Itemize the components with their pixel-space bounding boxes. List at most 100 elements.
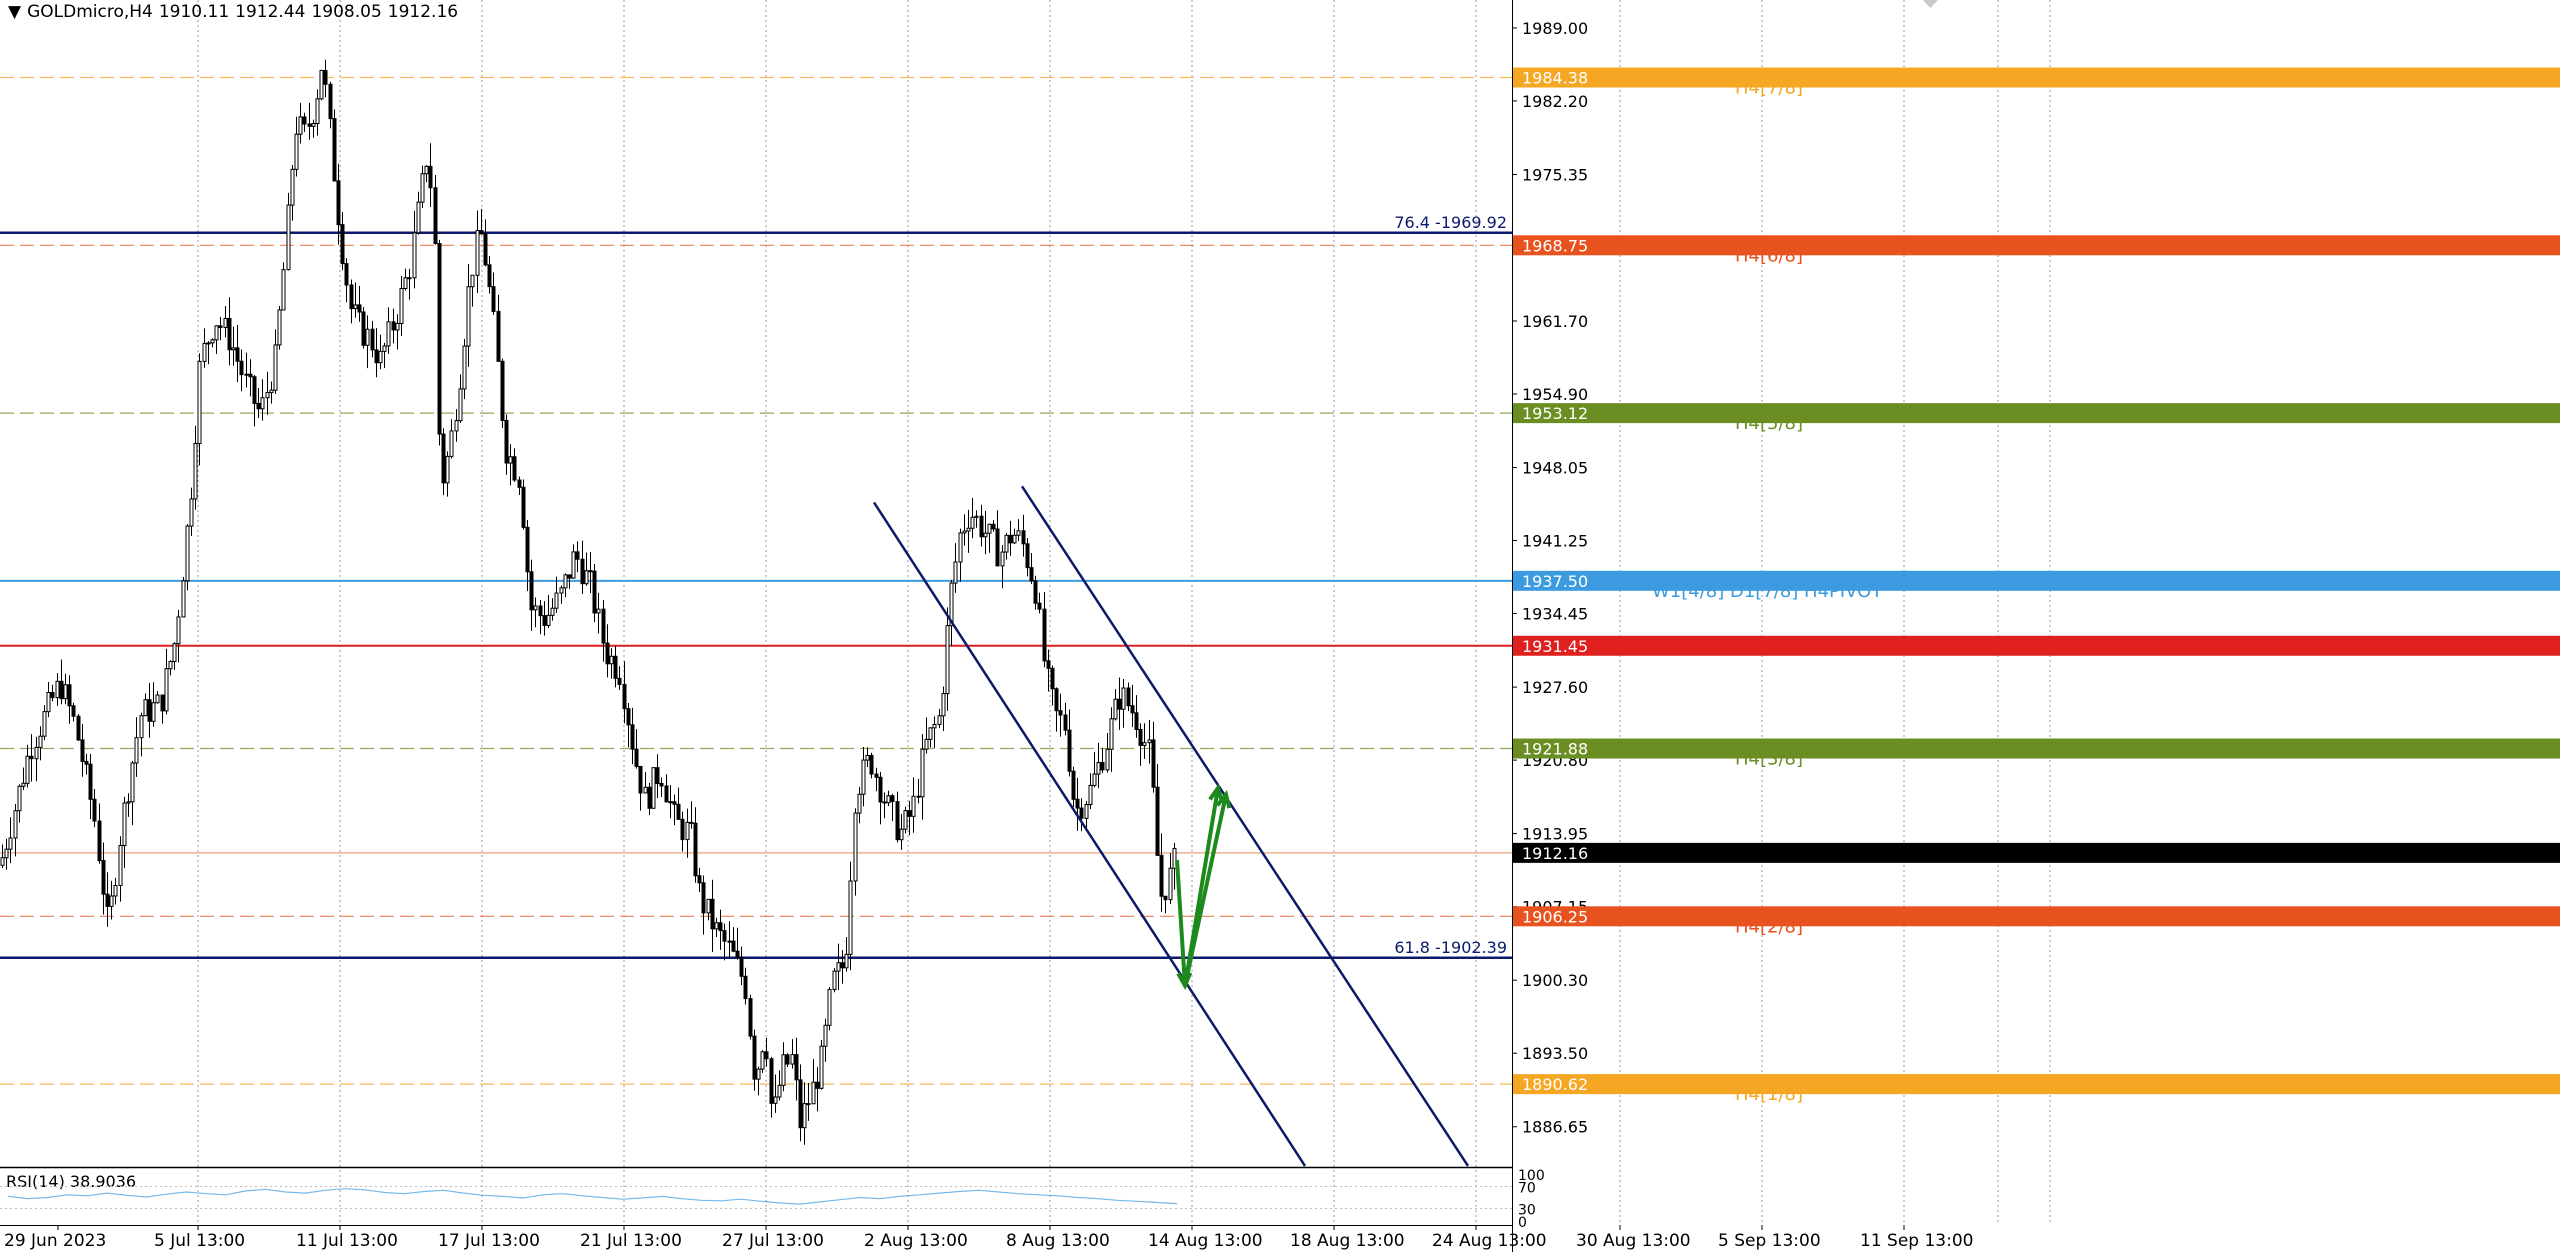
candle-body — [987, 523, 992, 534]
candle-body — [1121, 687, 1126, 710]
candle-body — [743, 975, 748, 1000]
candle-body — [483, 233, 488, 266]
candle-body — [424, 165, 429, 175]
candle-body — [773, 1096, 778, 1104]
price-tag-label: 1953.12 — [1522, 404, 1588, 423]
candle-body — [630, 724, 635, 750]
candle-body — [433, 187, 438, 245]
candle-body — [554, 592, 559, 609]
candle-body — [391, 321, 396, 331]
price-tick-label: 1975.35 — [1522, 165, 1588, 184]
candle-body — [815, 1081, 820, 1089]
candle-body — [307, 123, 312, 127]
candle-body — [395, 322, 400, 331]
candle-body — [575, 551, 580, 560]
candle-body — [374, 349, 379, 364]
price-tag-label: 1921.88 — [1522, 740, 1588, 759]
candle-body — [437, 243, 442, 435]
candle-body — [735, 950, 740, 958]
collapse-triangle-icon[interactable]: ▼ — [8, 2, 22, 22]
candle-body — [756, 1068, 761, 1080]
candle-body — [248, 373, 253, 378]
candle-body — [760, 1051, 765, 1070]
candle-body — [886, 795, 891, 804]
candle-body — [449, 430, 454, 457]
candle-body — [1046, 660, 1051, 669]
candle-body — [67, 684, 72, 707]
candle-body — [840, 962, 845, 969]
candle-body — [748, 998, 753, 1037]
candle-body — [953, 561, 958, 584]
candle-body — [525, 526, 530, 573]
candle-body — [672, 801, 677, 805]
candle-body — [38, 735, 43, 748]
candle-body — [458, 388, 463, 422]
candle-body — [697, 875, 702, 884]
candle-body — [50, 692, 55, 699]
candle-body — [584, 570, 589, 585]
candle-body — [496, 310, 501, 362]
candle-body — [265, 392, 270, 399]
candle-body — [521, 486, 526, 528]
candle-body — [777, 1084, 782, 1098]
candle-body — [714, 922, 719, 930]
candle-body — [294, 133, 299, 170]
chart-shift-marker-icon[interactable] — [1923, 0, 1938, 8]
candle-body — [1126, 687, 1131, 707]
candle-body — [676, 803, 681, 820]
candle-body — [970, 516, 975, 529]
candle-body — [861, 759, 866, 795]
candle-body — [899, 828, 904, 841]
candle-body — [1142, 742, 1147, 746]
candle-body — [941, 693, 946, 717]
candle-body — [1071, 770, 1076, 800]
time-tick-label: 24 Aug 13:00 — [1432, 1231, 1547, 1251]
candle-body — [273, 344, 278, 391]
price-tick-label: 1982.20 — [1522, 92, 1588, 111]
candle-body — [332, 118, 337, 182]
price-tag-box — [1513, 570, 2560, 591]
candle-body — [63, 684, 68, 700]
low-value: 1908.05 — [311, 2, 382, 22]
candle-body — [185, 525, 190, 582]
candle-body — [1033, 580, 1038, 604]
candle-body — [1037, 602, 1042, 610]
candle-body — [105, 893, 110, 907]
candle-body — [227, 317, 232, 351]
candle-body — [470, 274, 475, 288]
rsi-tick-label: 100 — [1518, 1168, 1545, 1184]
candle-body — [785, 1054, 790, 1065]
forecast-arrow-path — [1183, 794, 1228, 986]
candle-body — [1004, 534, 1009, 553]
candle-body — [798, 1079, 803, 1129]
candle-body — [1109, 718, 1114, 750]
candle-body — [1113, 698, 1118, 720]
candle-body — [517, 479, 522, 488]
price-tag-label: 1906.25 — [1522, 907, 1588, 926]
price-tag-box — [1513, 235, 2560, 256]
candle-body — [491, 286, 496, 312]
candle-body — [588, 570, 593, 573]
candle-body — [487, 264, 492, 288]
candle-body — [1100, 762, 1105, 771]
candle-body — [286, 204, 291, 271]
candle-body — [811, 1081, 816, 1105]
candle-body — [84, 760, 89, 765]
price-tags: 1984.38 1968.75 1953.12 1937.50 1931.45 1921.… — [1513, 67, 2560, 1095]
candle-body — [1021, 530, 1026, 545]
price-channel[interactable] — [872, 485, 1470, 1167]
candle-body — [189, 498, 194, 527]
candle-body — [601, 608, 606, 644]
candle-body — [546, 614, 551, 626]
time-tick-label: 18 Aug 13:00 — [1290, 1231, 1405, 1251]
candle-body — [34, 746, 39, 760]
candle-body — [1058, 710, 1063, 716]
candle-body — [256, 402, 261, 410]
candle-body — [370, 328, 375, 351]
channel-line — [872, 501, 1307, 1167]
candle-body — [794, 1054, 799, 1081]
candle-body — [223, 317, 228, 328]
candle-body — [1117, 698, 1122, 710]
